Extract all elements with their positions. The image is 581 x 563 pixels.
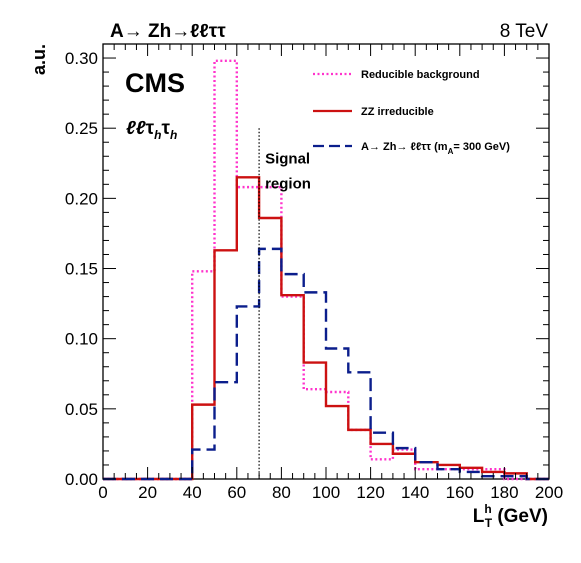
y-tick-label: 0.15: [65, 260, 98, 279]
y-tick-label: 0.30: [65, 49, 98, 68]
x-tick-label: 120: [356, 483, 384, 502]
x-tick-label: 180: [490, 483, 518, 502]
x-tick-label: 200: [535, 483, 563, 502]
x-tick-label: 160: [446, 483, 474, 502]
legend-label-reducible: Reducible background: [361, 69, 480, 81]
x-tick-label: 60: [227, 483, 246, 502]
cms-label: CMS: [125, 68, 185, 98]
y-tick-label: 0.20: [65, 189, 98, 208]
legend-label-signal: A→ Zh→ ℓℓττ (mA= 300 GeV): [361, 141, 510, 156]
x-tick-label: 0: [98, 483, 107, 502]
header-energy-label: 8 TeV: [500, 21, 549, 42]
y-tick-label: 0.00: [65, 470, 98, 489]
signal-region-label-line2: region: [265, 176, 311, 193]
x-tick-label: 40: [183, 483, 202, 502]
legend-label-zz: ZZ irreducible: [361, 106, 434, 118]
axes-layer: 0 20 40 60 80 100 120 140 160 180 200 0.00 0.05 0.10 0…: [65, 43, 563, 502]
y-axis-title: a.u.: [29, 44, 49, 75]
legend: Reducible background ZZ irreducible A→ Z…: [313, 69, 510, 156]
series-layer: [103, 59, 549, 481]
channel-label: ℓℓτhτh: [126, 118, 177, 142]
y-tick-label: 0.10: [65, 330, 98, 349]
series-1-step-line: [103, 176, 549, 481]
y-tick-label: 0.05: [65, 400, 98, 419]
x-tick-label: 20: [138, 483, 157, 502]
channel-label-ll: ℓℓ: [126, 118, 146, 139]
series-2-step-line: [103, 247, 549, 481]
x-axis-title: Lh T (GeV): [473, 502, 548, 530]
x-tick-label: 100: [312, 483, 340, 502]
y-tick-label: 0.25: [65, 119, 98, 138]
plot-frame: [102, 43, 550, 480]
header-process-label: A→ Zh→ℓℓττ: [110, 21, 226, 42]
signal-region-label-line1: Signal: [265, 150, 310, 167]
x-tick-label: 140: [401, 483, 429, 502]
x-tick-label: 80: [272, 483, 291, 502]
